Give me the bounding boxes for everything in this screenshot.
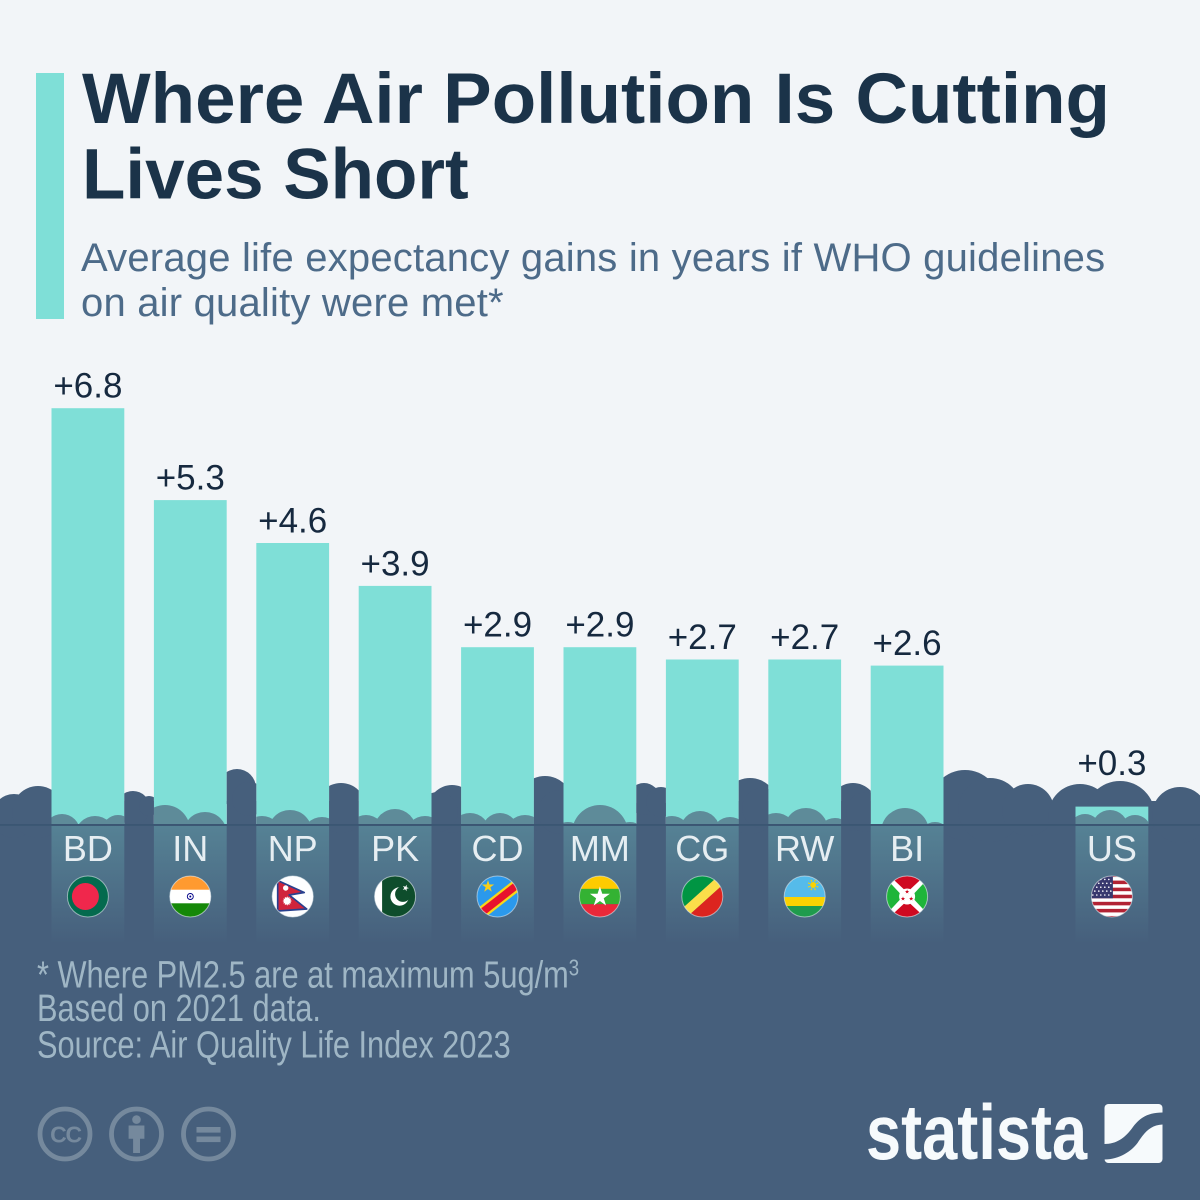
- svg-text:Based on 2021 data.: Based on 2021 data.: [37, 988, 321, 1030]
- svg-text:US: US: [1087, 828, 1137, 869]
- svg-text:* Where PM2.5 are at maximum 5: * Where PM2.5 are at maximum 5ug/m3: [37, 955, 579, 997]
- svg-text:on air quality were met*: on air quality were met*: [81, 281, 504, 325]
- svg-text:+2.9: +2.9: [463, 606, 532, 645]
- svg-text:CD: CD: [472, 828, 524, 869]
- svg-text:MM: MM: [570, 828, 630, 869]
- svg-text:Lives Short: Lives Short: [82, 136, 469, 215]
- svg-text:+4.6: +4.6: [258, 502, 327, 541]
- svg-text:statista: statista: [866, 1090, 1088, 1177]
- svg-text:+2.7: +2.7: [668, 618, 737, 657]
- svg-text:CG: CG: [675, 828, 729, 869]
- svg-text:+2.9: +2.9: [565, 606, 634, 645]
- svg-text:+6.8: +6.8: [53, 367, 122, 406]
- svg-text:Average life expectancy gains: Average life expectancy gains in years i…: [81, 236, 1105, 280]
- svg-text:BD: BD: [63, 828, 113, 869]
- svg-text:+0.3: +0.3: [1077, 744, 1146, 783]
- svg-text:+3.9: +3.9: [361, 544, 430, 583]
- svg-text:PK: PK: [371, 828, 419, 869]
- svg-text:+2.6: +2.6: [873, 624, 942, 663]
- svg-text:RW: RW: [775, 828, 834, 869]
- svg-text:IN: IN: [172, 828, 208, 869]
- svg-text:BI: BI: [890, 828, 924, 869]
- svg-text:+2.7: +2.7: [770, 618, 839, 657]
- svg-text:NP: NP: [268, 828, 318, 869]
- svg-text:+5.3: +5.3: [156, 459, 225, 498]
- svg-text:Source: Air Quality Life Index: Source: Air Quality Life Index 2023: [37, 1025, 511, 1067]
- svg-text:Where Air Pollution Is Cutting: Where Air Pollution Is Cutting: [82, 60, 1110, 139]
- svg-text:CC: CC: [50, 1122, 81, 1148]
